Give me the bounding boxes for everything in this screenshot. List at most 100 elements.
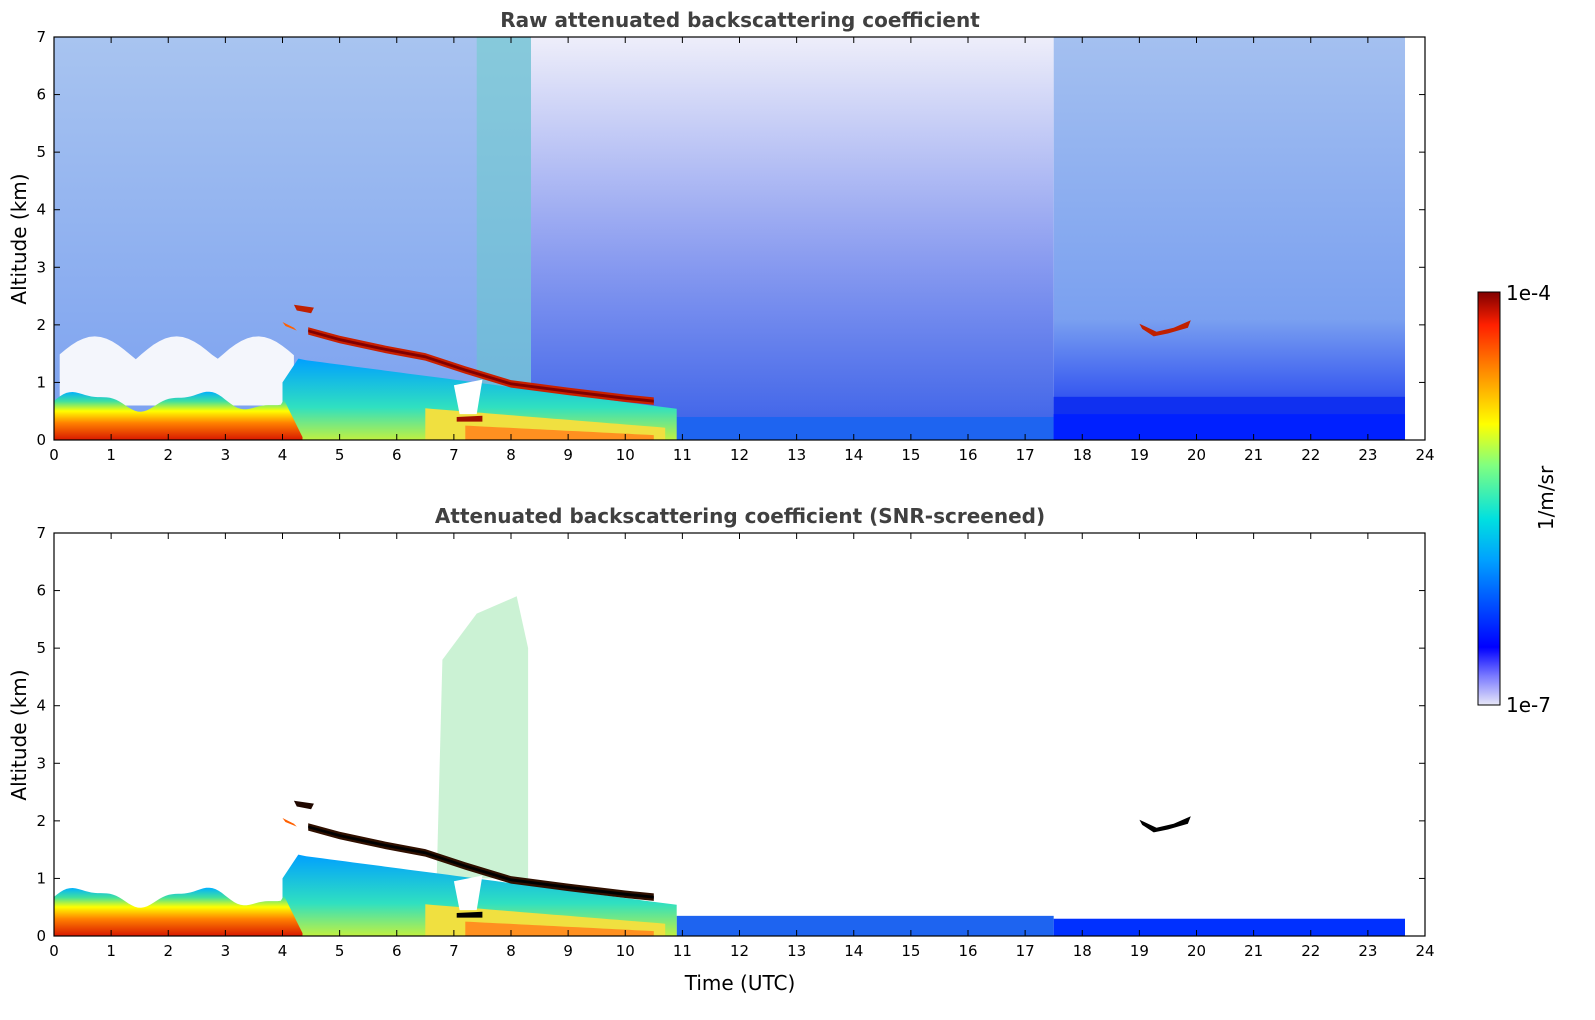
x-tick-label: 6 [392,942,402,960]
low-cloud-7h [456,415,483,422]
x-tick-label: 18 [1073,942,1092,960]
colorbar: 1e-4 1e-7 1/m/sr [1477,281,1558,717]
cloud-fragment-4h-low [282,322,297,331]
near-ground-core-evening [1053,414,1406,440]
x-tick-label: 0 [49,942,59,960]
noise-day-region [530,37,1054,440]
x-tick-label: 12 [730,942,749,960]
x-tick-label: 12 [730,446,749,464]
x-tick-label: 16 [958,942,977,960]
x-tick-label: 7 [449,446,459,464]
x-tick-label: 4 [278,942,288,960]
x-tick-label: 11 [673,446,692,464]
y-tick-label: 0 [36,431,46,449]
y-tick-label: 3 [36,754,46,772]
x-tick-label: 5 [335,942,345,960]
cloud-fragment-4h [293,304,314,314]
cloud-19h [1139,816,1191,833]
panel-raw-heatmap [54,37,1406,440]
y-tick-label: 5 [36,639,46,657]
panel-raw-y-ticks: 0 1 2 3 4 5 6 7 [36,28,1425,449]
x-tick-label: 3 [221,446,231,464]
clear-air-patch [59,336,294,406]
x-tick-label: 22 [1301,446,1320,464]
morning-aerosol-base [465,921,654,936]
x-tick-label: 1 [106,446,116,464]
x-tick-label: 1 [106,942,116,960]
x-tick-label: 6 [392,446,402,464]
y-tick-label: 1 [36,869,46,887]
boundary-layer-aerosol [54,391,303,440]
residual-aerosol-layer [282,358,677,440]
panel-screened-heatmap [54,596,1406,936]
noise-greenish-column [476,37,531,389]
cloud-19h [1139,320,1191,337]
x-tick-label: 16 [958,446,977,464]
near-ground-layer-day [676,416,1054,440]
sparse-aerosol-plume [436,596,529,879]
panel-screened-y-axis-label: Altitude (km) [7,669,31,800]
x-tick-label: 24 [1415,446,1434,464]
panel-screened: Attenuated backscattering coefficient (S… [7,504,1435,995]
x-tick-label: 10 [616,942,635,960]
x-tick-label: 14 [844,446,863,464]
y-tick-label: 4 [36,201,46,219]
x-tick-label: 18 [1073,446,1092,464]
x-tick-label: 8 [506,446,516,464]
panel-screened-x-ticks: 0 1 2 3 4 5 6 7 8 9 10 11 12 13 14 15 16 17 18 19 20 21 22 23 24 [49,533,1435,960]
clear-gap-7h [453,379,483,415]
x-tick-label: 7 [449,942,459,960]
x-tick-label: 0 [49,446,59,464]
y-tick-label: 2 [36,316,46,334]
panel-screened-title: Attenuated backscattering coefficient (S… [435,504,1045,528]
x-tick-label: 10 [616,446,635,464]
panel-screened-frame [53,532,1426,937]
residual-aerosol-layer [282,854,677,936]
y-tick-label: 7 [36,28,46,46]
x-tick-label: 23 [1358,942,1377,960]
near-ground-layer-day [676,915,1054,936]
x-axis-label: Time (UTC) [684,971,796,995]
panel-raw-title: Raw attenuated backscattering coefficien… [500,8,980,32]
x-tick-label: 13 [787,446,806,464]
x-tick-label: 23 [1358,446,1377,464]
panel-raw: Raw attenuated backscattering coefficien… [7,8,1435,464]
x-tick-label: 9 [563,446,573,464]
x-tick-label: 21 [1244,446,1263,464]
x-tick-label: 24 [1415,942,1434,960]
colorbar-max-label: 1e-4 [1506,281,1551,305]
y-tick-label: 6 [36,86,46,104]
x-tick-label: 15 [901,942,920,960]
x-tick-label: 8 [506,942,516,960]
y-tick-label: 6 [36,582,46,600]
panel-raw-y-axis-label: Altitude (km) [7,173,31,304]
y-tick-label: 7 [36,524,46,542]
y-tick-label: 5 [36,143,46,161]
x-tick-label: 15 [901,446,920,464]
colorbar-unit-label: 1/m/sr [1534,465,1558,530]
morning-aerosol-base [465,425,654,440]
x-tick-label: 13 [787,942,806,960]
x-tick-label: 14 [844,942,863,960]
x-tick-label: 19 [1130,446,1149,464]
clear-gap-7h [453,875,483,911]
x-tick-label: 19 [1130,942,1149,960]
y-tick-label: 2 [36,812,46,830]
x-tick-label: 2 [163,446,173,464]
boundary-layer-aerosol [54,887,303,936]
panel-raw-x-ticks: 0 1 2 3 4 5 6 7 8 9 10 11 12 13 14 15 16 17 18 19 20 21 22 23 24 [49,37,1435,464]
colorbar-min-label: 1e-7 [1506,693,1551,717]
x-tick-label: 20 [1187,942,1206,960]
near-ground-layer-evening [1053,918,1406,936]
colorbar-gradient [1477,291,1501,706]
cloud-fragment-4h-low [282,818,297,827]
low-cloud-7h [456,911,483,918]
x-tick-label: 20 [1187,446,1206,464]
x-tick-label: 11 [673,942,692,960]
y-tick-label: 1 [36,373,46,391]
x-tick-label: 22 [1301,942,1320,960]
y-tick-label: 0 [36,927,46,945]
cloud-fragment-4h [293,800,314,810]
x-tick-label: 3 [221,942,231,960]
